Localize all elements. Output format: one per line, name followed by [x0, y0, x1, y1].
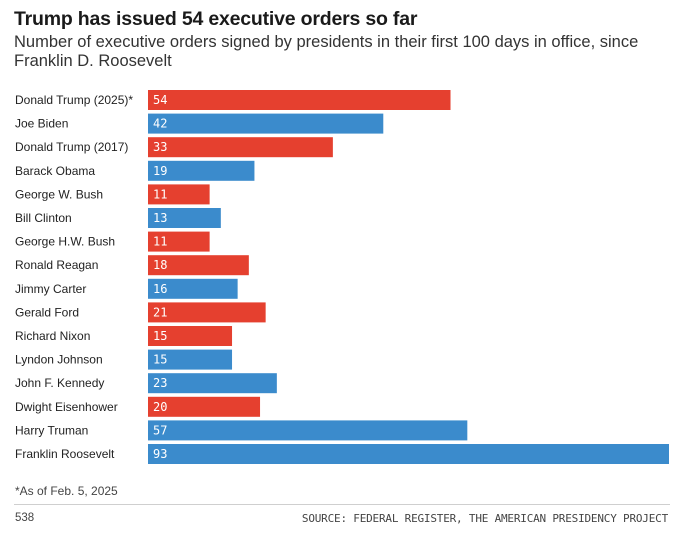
bar-value-label: 18: [153, 258, 167, 272]
bar-value-label: 57: [153, 423, 167, 437]
bar-value-label: 93: [153, 447, 167, 461]
category-label: Lyndon Johnson: [15, 353, 103, 367]
bar: [148, 231, 210, 252]
bar-value-label: 33: [153, 140, 167, 154]
bar: [148, 396, 261, 417]
bar: [148, 420, 468, 441]
category-label: Bill Clinton: [15, 211, 72, 225]
bar-value-label: 20: [153, 400, 167, 414]
bar: [148, 255, 249, 276]
bar: [148, 90, 451, 110]
bar: [148, 113, 384, 134]
category-label: George W. Bush: [15, 187, 103, 201]
category-label: Richard Nixon: [15, 329, 90, 343]
footer-divider: [14, 504, 670, 505]
category-label: Dwight Eisenhower: [15, 400, 118, 414]
footnote: *As of Feb. 5, 2025: [15, 484, 118, 498]
category-label: George H.W. Bush: [15, 235, 115, 249]
bar-value-label: 16: [153, 282, 167, 296]
source-credit: SOURCE: FEDERAL REGISTER, THE AMERICAN P…: [301, 512, 668, 525]
bar: [148, 137, 333, 158]
category-label: Gerald Ford: [15, 305, 79, 319]
bar-value-label: 23: [153, 376, 167, 390]
bar-value-label: 15: [153, 329, 167, 343]
bar: [148, 326, 233, 346]
category-label: Ronald Reagan: [15, 258, 98, 272]
category-label: Donald Trump (2017): [15, 140, 128, 154]
chart-title: Trump has issued 54 executive orders so …: [14, 8, 418, 30]
bar: [148, 349, 233, 370]
bar-value-label: 21: [153, 305, 167, 319]
category-label: Donald Trump (2025)*: [15, 93, 133, 107]
category-label: John F. Kennedy: [15, 376, 104, 390]
category-label: Franklin Roosevelt: [15, 447, 115, 461]
category-label: Joe Biden: [15, 117, 68, 131]
category-label: Barack Obama: [15, 164, 95, 178]
bar: [148, 160, 255, 181]
category-label: Harry Truman: [15, 423, 88, 437]
bar: [148, 302, 266, 323]
chart-subtitle: Number of executive orders signed by pre…: [14, 33, 639, 70]
category-label: Jimmy Carter: [15, 282, 86, 296]
bar-value-label: 11: [153, 235, 167, 249]
bar-value-label: 54: [153, 93, 167, 107]
bar: [148, 184, 210, 205]
bar-value-label: 42: [153, 117, 167, 131]
bar-value-label: 15: [153, 353, 167, 367]
bar-value-label: 13: [153, 211, 167, 225]
bar-value-label: 11: [153, 187, 167, 201]
bar: [148, 373, 277, 394]
bar-value-label: 19: [153, 164, 167, 178]
bar: [148, 278, 238, 299]
bar: [148, 444, 669, 464]
bar: [148, 208, 221, 228]
brand-logo: 538: [15, 512, 35, 524]
